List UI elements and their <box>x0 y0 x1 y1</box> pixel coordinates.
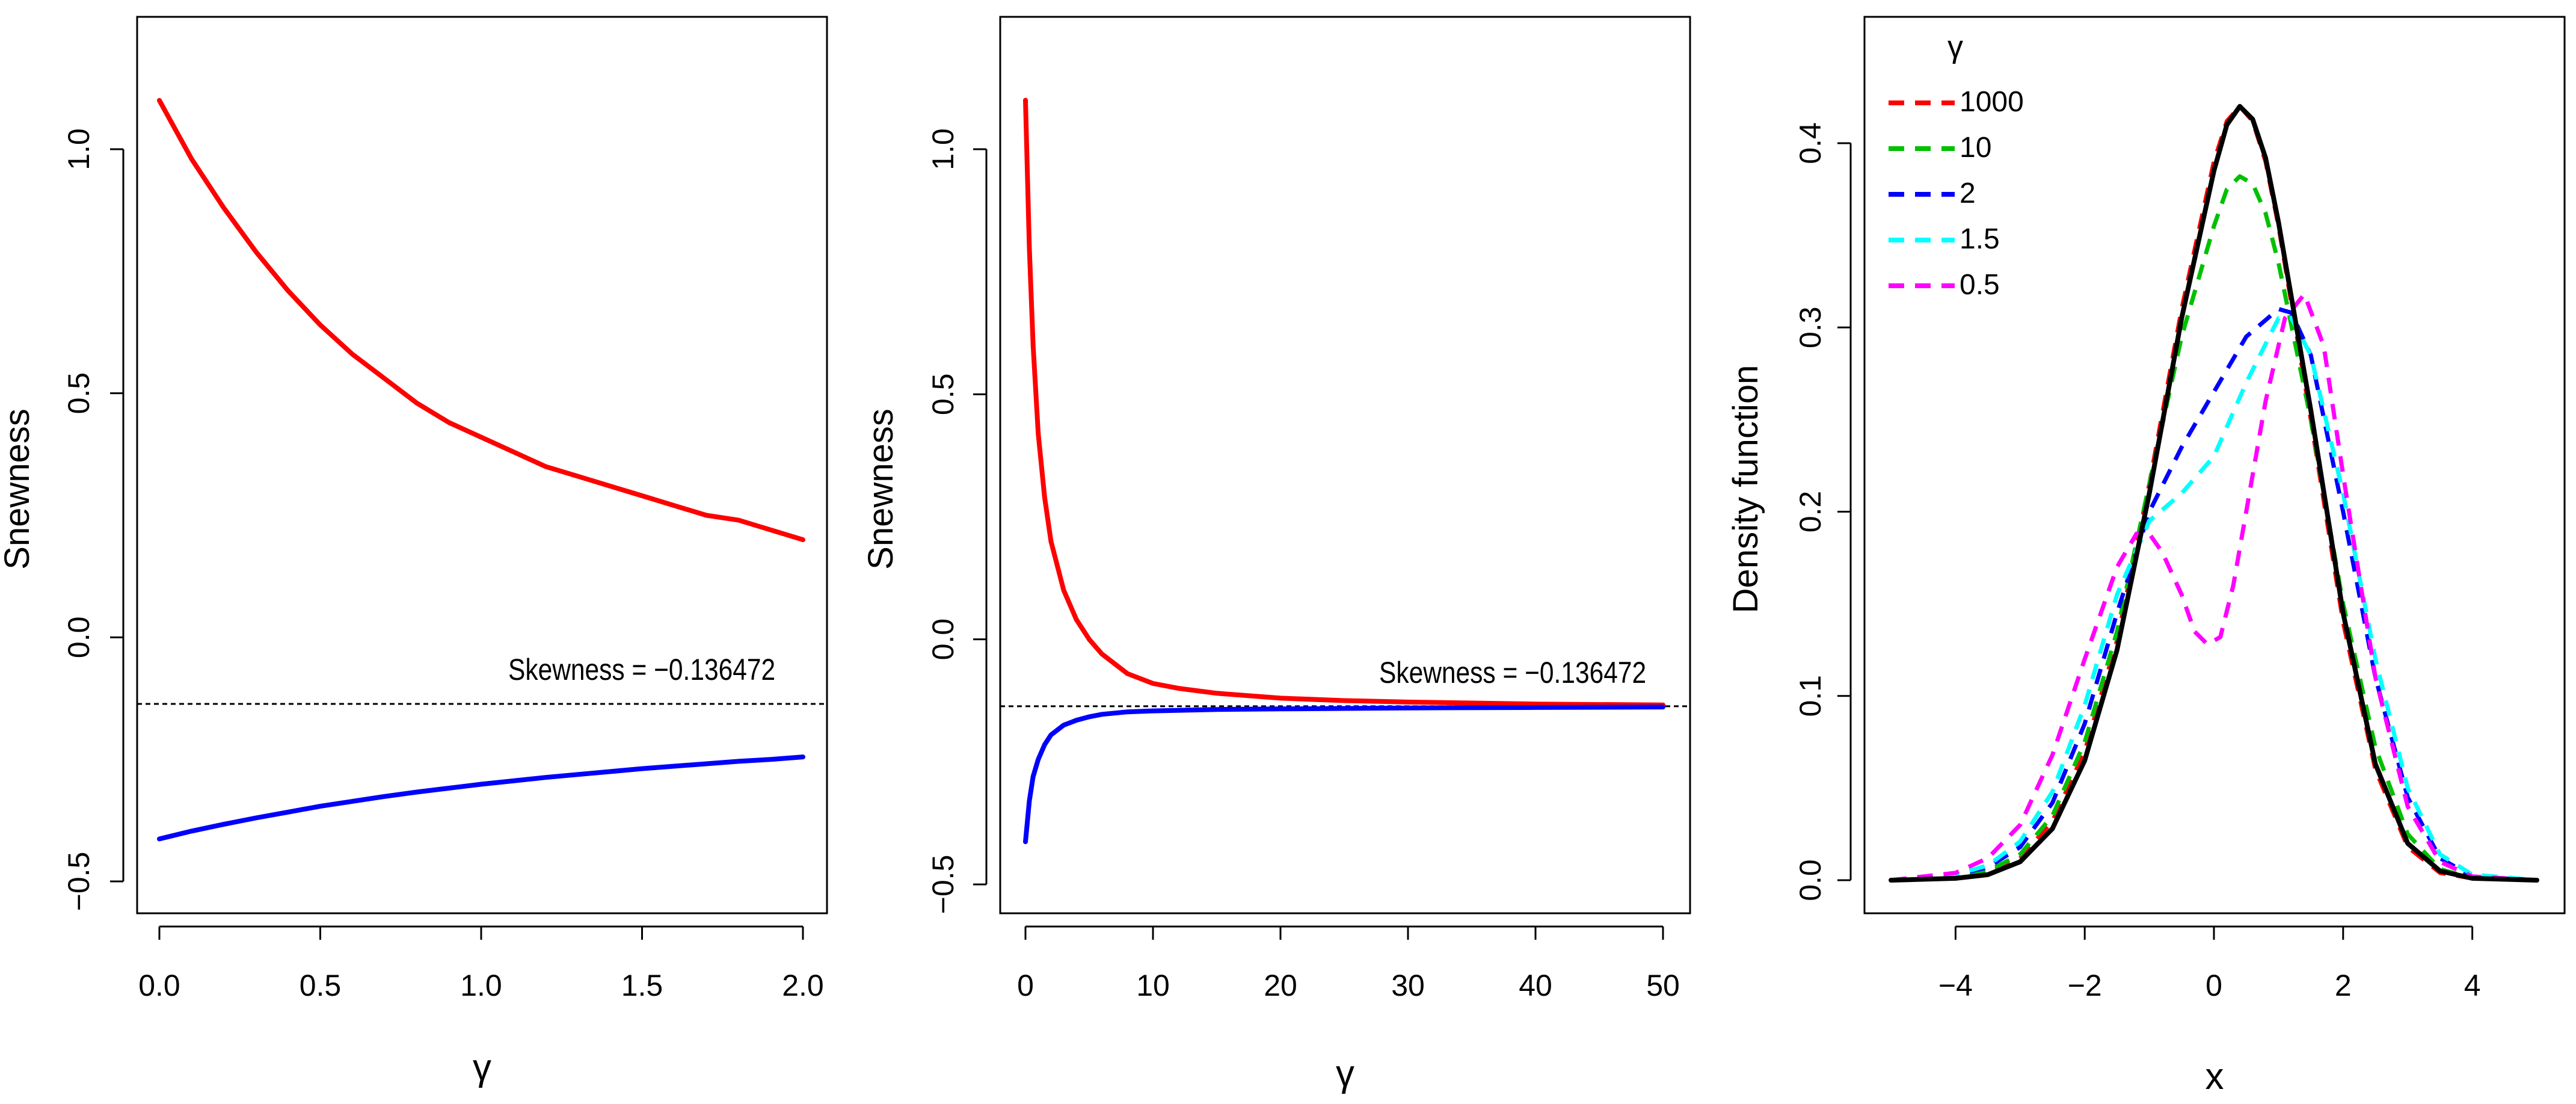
x-tick-label: 1.0 <box>460 969 502 1002</box>
x-tick-label: 10 <box>1136 969 1170 1002</box>
legend: γ 1000 10 2 1.5 0.5 <box>1889 29 2024 301</box>
y-tick-label: 0.5 <box>926 374 960 416</box>
x-tick-label: 0.0 <box>138 969 180 1002</box>
chart-panel-middle: 0 10 20 30 40 50 −0.5 0.0 0.5 1.0 γ Snewness Skewnes… <box>861 16 1691 1094</box>
x-axis-label: γ <box>473 1047 491 1088</box>
y-tick-label: 0.0 <box>62 617 96 659</box>
skewness-annotation: Skewness = −0.136472 <box>508 653 775 686</box>
y-axis-label: Density function <box>1726 365 1765 614</box>
chart-panel-left: 0.0 0.5 1.0 1.5 2.0 −0.5 0.0 0.5 1.0 γ Snewness Ske… <box>0 16 828 1088</box>
series-line-1.5 <box>1890 316 2538 883</box>
plot-frame <box>999 16 1691 914</box>
legend-label: 2 <box>1960 177 1976 209</box>
x-axis-label: x <box>2206 1056 2224 1097</box>
plot-frame <box>136 16 828 914</box>
legend-title: γ <box>1947 29 1963 64</box>
series-line-lower <box>1023 705 1665 845</box>
y-tick-label: 0.1 <box>1794 675 1827 717</box>
x-tick-label: 1.5 <box>621 969 663 1002</box>
x-tick-label: 50 <box>1646 969 1680 1002</box>
x-tick-label: 4 <box>2464 969 2481 1002</box>
y-tick-label: −0.5 <box>926 855 960 914</box>
series-line-upper <box>157 97 805 543</box>
x-tick-label: 2 <box>2335 969 2352 1002</box>
x-tick-label: 2.0 <box>782 969 824 1002</box>
skewness-annotation: Skewness = −0.136472 <box>1379 656 1646 689</box>
y-tick-label: 0.3 <box>1794 306 1827 348</box>
x-tick-label: 0 <box>1017 969 1034 1002</box>
y-tick-label: 0.0 <box>926 618 960 661</box>
x-tick-label: 30 <box>1391 969 1425 1002</box>
x-tick-label: −4 <box>1938 969 1973 1002</box>
legend-label: 1000 <box>1960 86 2024 118</box>
y-tick-label: 1.0 <box>926 128 960 170</box>
plot-frame <box>1863 16 2566 914</box>
series-line-2 <box>1890 307 2538 883</box>
x-tick-label: 40 <box>1519 969 1552 1002</box>
y-tick-label: 0.5 <box>62 372 96 415</box>
x-axis-label: γ <box>1336 1053 1354 1094</box>
series-line-lower <box>157 754 805 842</box>
y-axis-label: Snewness <box>0 409 37 570</box>
series-line-10 <box>1890 174 2538 883</box>
y-tick-label: −0.5 <box>62 852 96 911</box>
legend-label: 10 <box>1960 132 1991 164</box>
y-axis-label: Snewness <box>861 409 900 570</box>
series-line-solid <box>1889 103 2539 883</box>
legend-label: 0.5 <box>1960 269 2000 301</box>
legend-label: 1.5 <box>1960 223 2000 255</box>
x-tick-label: 0 <box>2206 969 2222 1002</box>
series-line-upper <box>1023 97 1665 708</box>
y-tick-label: 0.2 <box>1794 491 1827 533</box>
y-tick-label: 0.0 <box>1794 859 1827 901</box>
series-line-0.5 <box>1890 292 2538 883</box>
chart-panel-right: −4 −2 0 2 4 0.0 0.1 0.2 0.3 0.4 x Density function γ… <box>1726 16 2566 1097</box>
y-tick-label: 1.0 <box>62 128 96 170</box>
x-tick-label: −2 <box>2068 969 2102 1002</box>
y-tick-label: 0.4 <box>1794 122 1827 164</box>
x-tick-label: 20 <box>1264 969 1297 1002</box>
x-tick-label: 0.5 <box>300 969 342 1002</box>
